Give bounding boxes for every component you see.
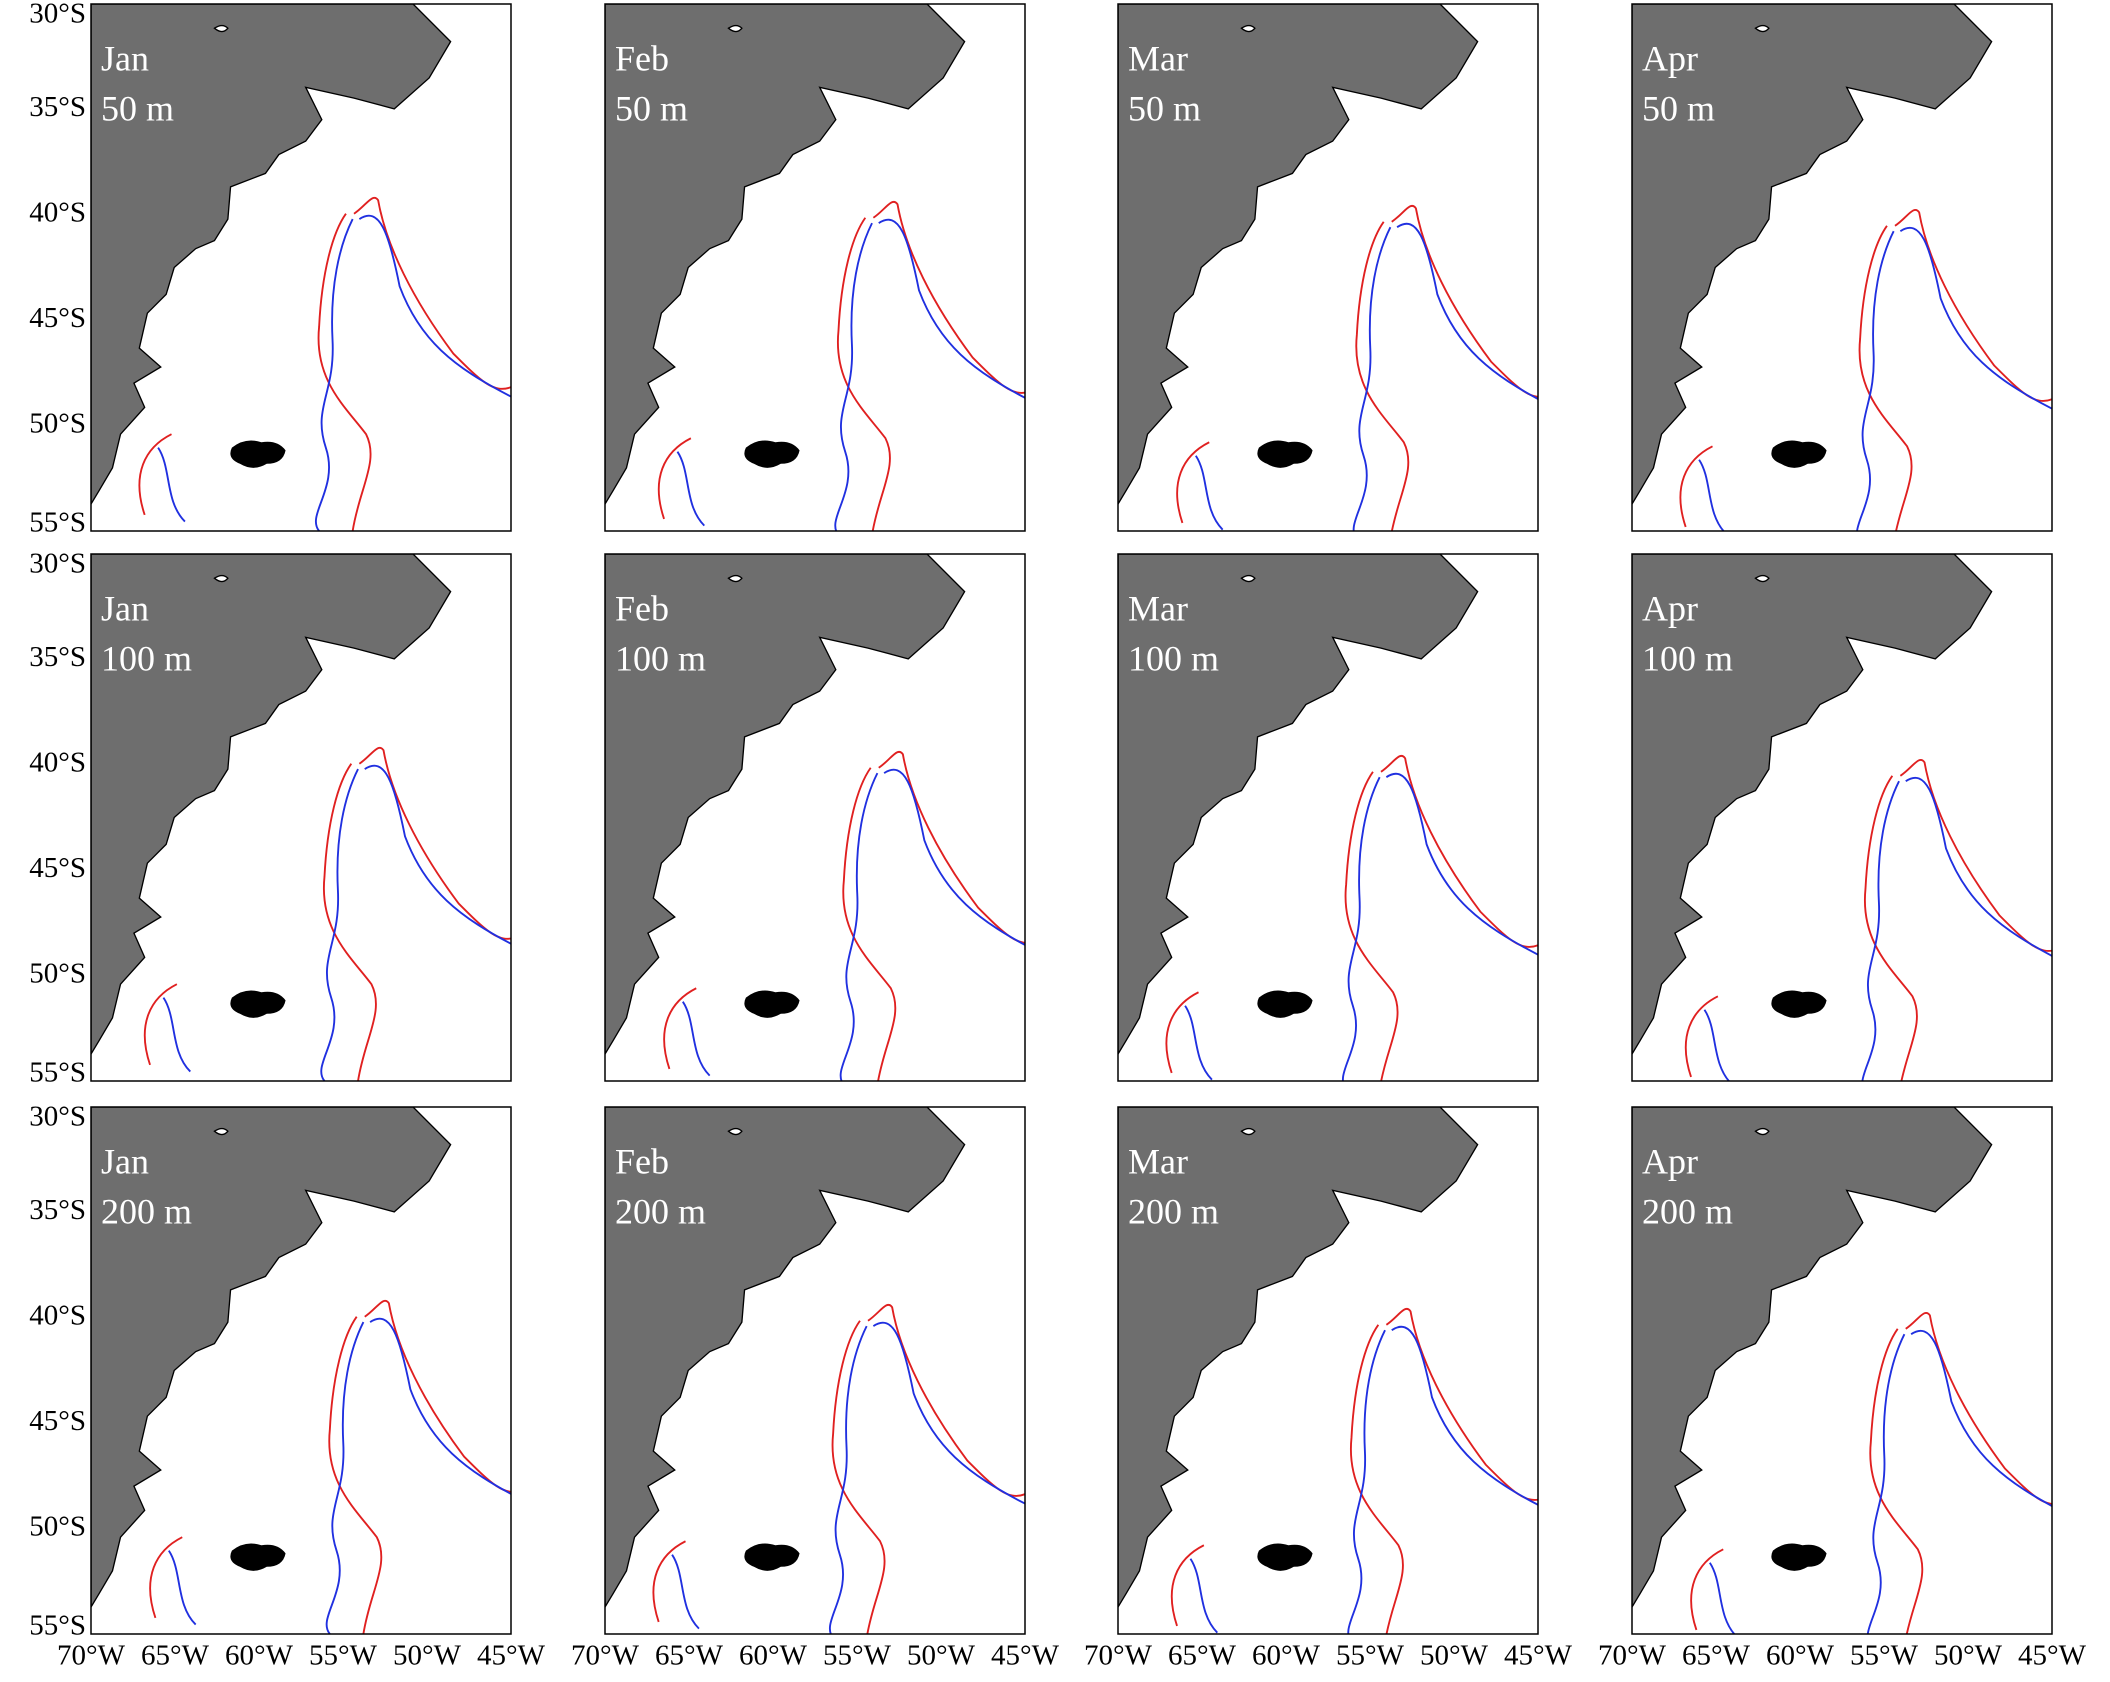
- lon-label: 45°W: [477, 1640, 546, 1672]
- panel-frame: [1631, 553, 2053, 1082]
- panel-depth: 100 m: [101, 638, 192, 678]
- map-panel: [1118, 554, 1538, 1081]
- lon-label: 60°W: [1766, 1640, 1835, 1672]
- map-panel: [1118, 4, 1538, 531]
- panel-frame: [604, 1106, 1026, 1635]
- lon-label: 60°W: [1252, 1640, 1321, 1672]
- map-panel: [605, 554, 1025, 1081]
- map-panel: [1632, 1107, 2052, 1634]
- panel-depth: 200 m: [615, 1191, 706, 1231]
- panel-month: Mar: [1128, 38, 1188, 78]
- lon-label: 65°W: [1682, 1640, 1751, 1672]
- panel-depth: 50 m: [1642, 88, 1715, 128]
- lat-label: 30°S: [29, 1101, 86, 1133]
- lon-label: 70°W: [1084, 1640, 1153, 1672]
- panel-month: Apr: [1642, 1141, 1698, 1181]
- lat-label: 35°S: [29, 91, 86, 123]
- panel-frame: [1117, 3, 1539, 532]
- lon-label: 60°W: [225, 1640, 294, 1672]
- lat-label: 40°S: [29, 746, 86, 778]
- lon-label: 45°W: [2018, 1640, 2087, 1672]
- lon-label: 50°W: [907, 1640, 976, 1672]
- lat-label: 50°S: [29, 957, 86, 989]
- panel-depth: 200 m: [101, 1191, 192, 1231]
- panel-depth: 100 m: [1642, 638, 1733, 678]
- lon-label: 65°W: [1168, 1640, 1237, 1672]
- lat-label: 45°S: [29, 852, 86, 884]
- panel-depth: 50 m: [101, 88, 174, 128]
- map-panel: [605, 1107, 1025, 1634]
- lon-label: 55°W: [1850, 1640, 1919, 1672]
- panel-month: Jan: [101, 1141, 149, 1181]
- panel-frame: [90, 553, 512, 1082]
- lat-label: 55°S: [29, 507, 86, 539]
- panel-month: Jan: [101, 38, 149, 78]
- lon-label: 70°W: [571, 1640, 640, 1672]
- panel-month: Jan: [101, 588, 149, 628]
- map-panel: [1118, 1107, 1538, 1634]
- lat-label: 55°S: [29, 1610, 86, 1642]
- lon-label: 60°W: [739, 1640, 808, 1672]
- lon-label: 50°W: [1934, 1640, 2003, 1672]
- lon-label: 65°W: [141, 1640, 210, 1672]
- panel-frame: [604, 553, 1026, 1082]
- panel-month: Feb: [615, 1141, 669, 1181]
- lat-label: 30°S: [29, 0, 86, 30]
- lon-label: 55°W: [1336, 1640, 1405, 1672]
- lat-label: 35°S: [29, 641, 86, 673]
- lon-label: 65°W: [655, 1640, 724, 1672]
- panel-frame: [1117, 553, 1539, 1082]
- lon-label: 45°W: [1504, 1640, 1573, 1672]
- panel-depth: 200 m: [1128, 1191, 1219, 1231]
- panel-month: Feb: [615, 588, 669, 628]
- panel-depth: 100 m: [615, 638, 706, 678]
- lon-label: 70°W: [1598, 1640, 1667, 1672]
- panel-frame: [1631, 3, 2053, 532]
- panel-month: Mar: [1128, 1141, 1188, 1181]
- lon-label: 70°W: [57, 1640, 126, 1672]
- map-panel: [1632, 554, 2052, 1081]
- panel-month: Apr: [1642, 38, 1698, 78]
- panel-month: Feb: [615, 38, 669, 78]
- map-panel: [91, 1107, 511, 1634]
- panel-depth: 100 m: [1128, 638, 1219, 678]
- panel-frame: [90, 3, 512, 532]
- map-panel: [91, 554, 511, 1081]
- panel-frame: [604, 3, 1026, 532]
- map-panel: [1632, 4, 2052, 531]
- panel-month: Apr: [1642, 588, 1698, 628]
- lon-label: 45°W: [991, 1640, 1060, 1672]
- panel-frame: [1117, 1106, 1539, 1635]
- lat-label: 50°S: [29, 407, 86, 439]
- lon-label: 50°W: [1420, 1640, 1489, 1672]
- panel-depth: 50 m: [615, 88, 688, 128]
- panel-month: Mar: [1128, 588, 1188, 628]
- lat-label: 40°S: [29, 1299, 86, 1331]
- lat-label: 45°S: [29, 302, 86, 334]
- lon-label: 55°W: [823, 1640, 892, 1672]
- lat-label: 55°S: [29, 1057, 86, 1089]
- lon-label: 55°W: [309, 1640, 378, 1672]
- lat-label: 45°S: [29, 1405, 86, 1437]
- lat-label: 30°S: [29, 548, 86, 580]
- lat-label: 40°S: [29, 196, 86, 228]
- panel-depth: 50 m: [1128, 88, 1201, 128]
- map-panel: [605, 4, 1025, 531]
- lat-label: 50°S: [29, 1510, 86, 1542]
- panel-frame: [90, 1106, 512, 1635]
- lon-label: 50°W: [393, 1640, 462, 1672]
- panel-depth: 200 m: [1642, 1191, 1733, 1231]
- map-panel: [91, 4, 511, 531]
- panel-frame: [1631, 1106, 2053, 1635]
- lat-label: 35°S: [29, 1194, 86, 1226]
